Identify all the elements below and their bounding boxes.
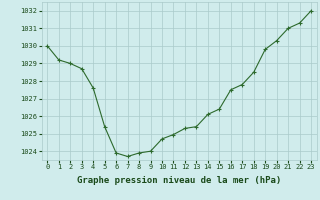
X-axis label: Graphe pression niveau de la mer (hPa): Graphe pression niveau de la mer (hPa): [77, 176, 281, 185]
